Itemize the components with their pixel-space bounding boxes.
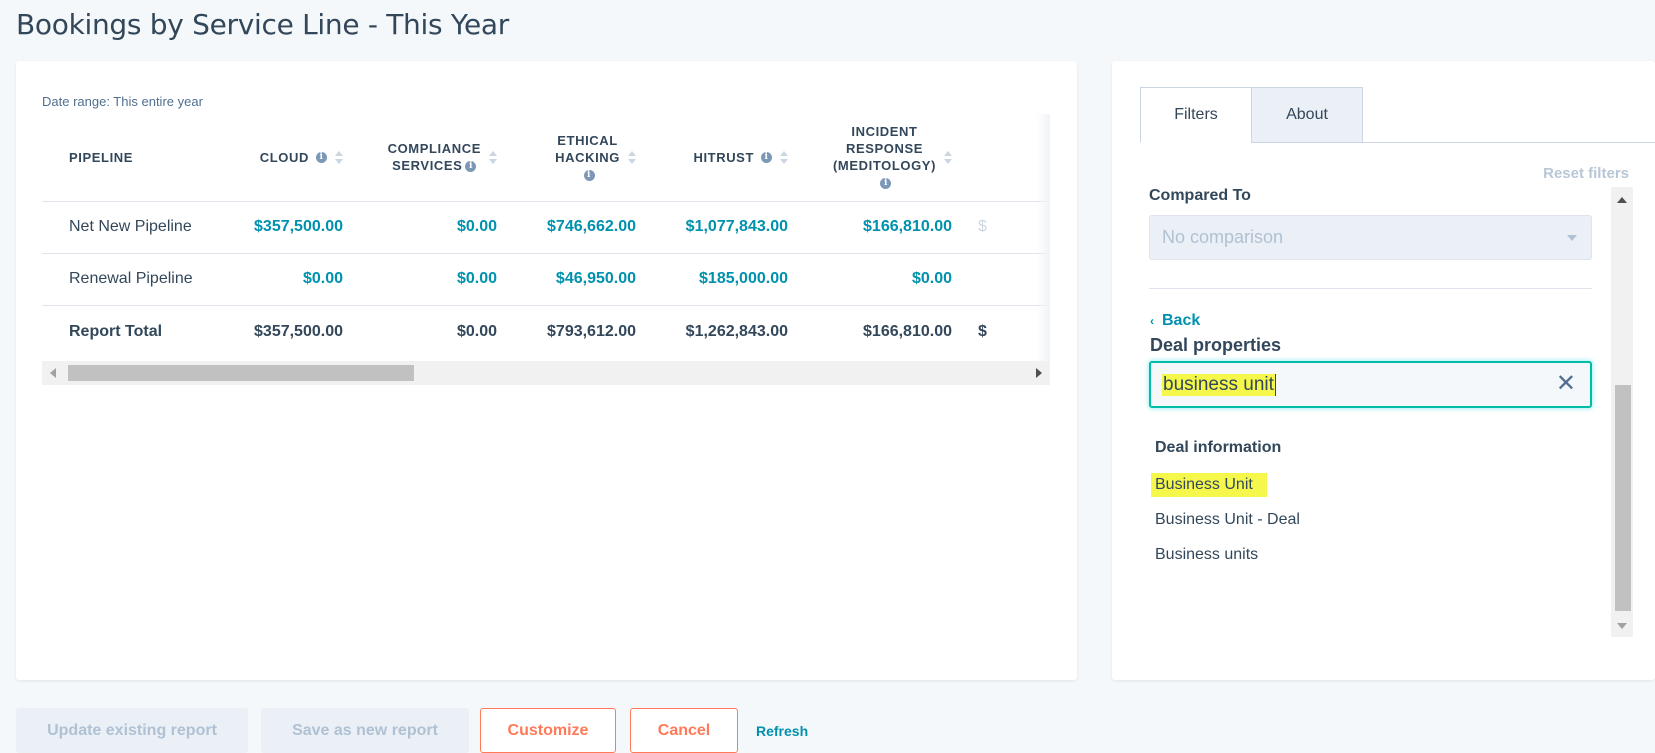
property-option[interactable]: Business Unit xyxy=(1151,473,1267,497)
cell-value[interactable]: $185,000.00 xyxy=(648,253,800,306)
scrollbar-thumb[interactable] xyxy=(68,365,414,381)
scroll-right-icon[interactable] xyxy=(1036,368,1042,378)
customize-button[interactable]: Customize xyxy=(480,708,616,753)
scroll-left-icon[interactable] xyxy=(50,368,56,378)
cell-value[interactable]: $0.00 xyxy=(222,253,355,306)
property-search-input[interactable]: business unit ✕ xyxy=(1149,361,1592,408)
sort-icon[interactable] xyxy=(335,150,343,164)
col-header-incident-response[interactable]: INCIDENT RESPONSE (MEDITOLOGY) i xyxy=(800,114,964,202)
scrollbar-thumb[interactable] xyxy=(1615,385,1631,611)
property-option[interactable]: Business units xyxy=(1155,546,1259,563)
info-icon[interactable]: i xyxy=(880,178,892,190)
table-header-row: PIPELINE CLOUD i COMPLIANCE SERVICES i ETHI… xyxy=(42,114,1050,202)
info-icon[interactable]: i xyxy=(316,151,327,163)
row-label: Report Total xyxy=(69,323,163,341)
col-header-cloud[interactable]: CLOUD i xyxy=(222,114,355,202)
deal-properties-heading: Deal properties xyxy=(1150,335,1282,355)
tab-about[interactable]: About xyxy=(1251,87,1363,143)
report-card: Date range: This entire year PIPELINE CL… xyxy=(16,61,1077,680)
close-icon[interactable]: ✕ xyxy=(1555,370,1576,397)
sort-icon[interactable] xyxy=(628,150,636,164)
cell-value: $357,500.00 xyxy=(254,323,343,341)
reset-filters-link[interactable]: Reset filters xyxy=(1543,165,1629,182)
horizontal-scrollbar[interactable] xyxy=(42,361,1050,385)
search-value[interactable]: business unit xyxy=(1162,374,1276,396)
update-existing-report-button[interactable]: Update existing report xyxy=(16,708,248,753)
table-row: Renewal Pipeline $0.00 $0.00 $46,950.00 … xyxy=(42,253,1050,306)
info-icon[interactable]: i xyxy=(465,161,477,173)
cell-value-partial: $ xyxy=(978,323,987,341)
filter-tabs: Filters About xyxy=(1140,87,1363,143)
report-table: PIPELINE CLOUD i COMPLIANCE SERVICES i ETHI… xyxy=(42,114,1050,359)
sort-icon[interactable] xyxy=(489,150,497,164)
cell-value[interactable]: $746,662.00 xyxy=(509,201,648,254)
report-table-container: PIPELINE CLOUD i COMPLIANCE SERVICES i ETHI… xyxy=(42,114,1050,389)
sort-icon[interactable] xyxy=(780,150,788,164)
divider xyxy=(1149,288,1592,289)
cell-value[interactable]: $357,500.00 xyxy=(222,201,355,254)
table-total-row: Report Total $357,500.00 $0.00 $793,612.… xyxy=(42,305,1050,359)
date-range-label: Date range: This entire year xyxy=(42,94,203,109)
scroll-up-icon[interactable] xyxy=(1617,197,1627,203)
page-title: Bookings by Service Line - This Year xyxy=(16,8,509,41)
cell-value: $1,262,843.00 xyxy=(685,323,788,341)
cell-value-partial xyxy=(964,253,1050,306)
compared-to-label: Compared To xyxy=(1149,187,1251,204)
filter-panel: Filters About Reset filters Compared To … xyxy=(1112,61,1655,680)
cell-value[interactable]: $1,077,843.00 xyxy=(648,201,800,254)
col-header-compliance-services[interactable]: COMPLIANCE SERVICES i xyxy=(355,114,509,202)
cell-value: $793,612.00 xyxy=(547,323,636,341)
save-as-new-report-button[interactable]: Save as new report xyxy=(261,708,469,753)
cell-value[interactable]: $0.00 xyxy=(355,253,509,306)
cell-value[interactable]: $0.00 xyxy=(800,253,964,306)
sort-icon[interactable] xyxy=(944,150,952,164)
vertical-scrollbar[interactable] xyxy=(1611,187,1633,637)
table-fade xyxy=(1036,114,1050,364)
chevron-left-icon: ‹ xyxy=(1150,314,1154,328)
col-header-pipeline[interactable]: PIPELINE xyxy=(42,114,222,202)
info-icon[interactable]: i xyxy=(583,169,595,181)
comparison-value: No comparison xyxy=(1162,227,1284,247)
scroll-down-icon[interactable] xyxy=(1617,623,1627,629)
cell-value-partial: $ xyxy=(964,201,1050,254)
table-row: Net New Pipeline $357,500.00 $0.00 $746,… xyxy=(42,201,1050,254)
row-label: Renewal Pipeline xyxy=(42,253,222,306)
comparison-dropdown[interactable]: No comparison xyxy=(1149,215,1592,260)
cell-value: $166,810.00 xyxy=(863,323,952,341)
info-icon[interactable]: i xyxy=(761,151,772,163)
footer-actions: Update existing report Save as new repor… xyxy=(16,708,916,753)
cell-value[interactable]: $0.00 xyxy=(355,201,509,254)
group-title: Deal information xyxy=(1155,439,1282,456)
filter-properties-panel: Compared To No comparison ‹ Back Deal pr… xyxy=(1140,187,1633,648)
col-header-next xyxy=(964,114,1050,202)
cell-value: $0.00 xyxy=(456,323,497,341)
property-option[interactable]: Business Unit - Deal xyxy=(1155,511,1300,528)
back-link[interactable]: ‹ Back xyxy=(1150,312,1200,330)
refresh-link[interactable]: Refresh xyxy=(756,722,809,739)
cell-value[interactable]: $46,950.00 xyxy=(509,253,648,306)
row-label: Net New Pipeline xyxy=(42,201,222,254)
back-label: Back xyxy=(1162,312,1201,329)
col-header-ethical-hacking[interactable]: ETHICAL HACKING i xyxy=(509,114,648,202)
chevron-down-icon xyxy=(1567,235,1577,241)
tab-filters[interactable]: Filters xyxy=(1140,87,1252,143)
col-header-hitrust[interactable]: HITRUST i xyxy=(648,114,800,202)
tabs-divider xyxy=(1360,142,1655,143)
cancel-button[interactable]: Cancel xyxy=(630,708,738,753)
cell-value[interactable]: $166,810.00 xyxy=(800,201,964,254)
